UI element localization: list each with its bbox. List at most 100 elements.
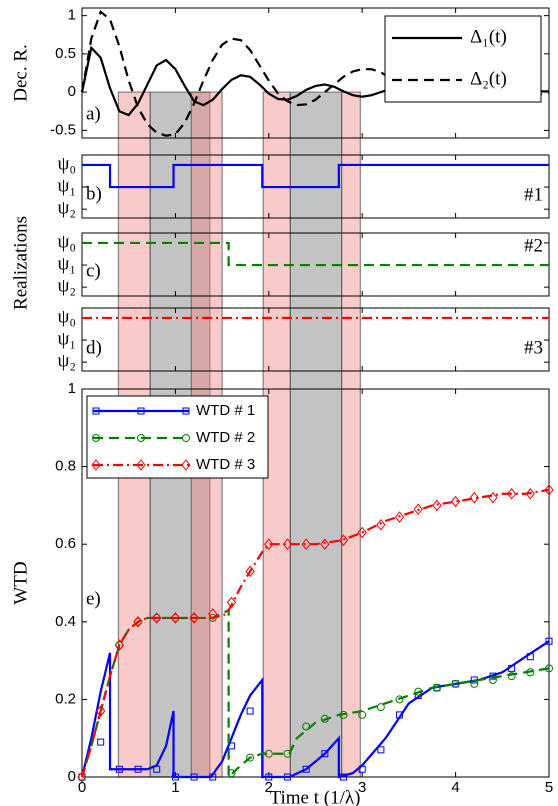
data-marker (227, 769, 236, 778)
y-tick-label: -0.5 (50, 121, 76, 138)
y-tick-label: 0.8 (55, 458, 76, 475)
data-marker (414, 687, 423, 696)
data-marker (525, 487, 535, 500)
y-tick-label: 0.4 (55, 613, 76, 630)
data-marker (488, 491, 498, 504)
data-marker (133, 615, 143, 628)
data-marker (394, 511, 405, 523)
data-marker (265, 773, 273, 781)
data-marker (413, 503, 423, 516)
data-marker (264, 749, 273, 758)
series-line (80, 608, 550, 780)
data-marker (432, 683, 441, 692)
y-tick-label: ψ₂ (57, 351, 76, 372)
panel-frame (81, 7, 550, 139)
y-tick-label: ψ₁ (57, 328, 76, 349)
x-tick-label: 1 (171, 779, 179, 796)
y-tick-label: 0 (68, 83, 76, 100)
x-tick-label: 5 (545, 779, 553, 796)
data-marker (450, 495, 461, 508)
x-tick-label: 3 (358, 779, 366, 796)
data-marker (376, 518, 386, 531)
legend-marker (137, 434, 145, 442)
data-marker (208, 608, 218, 620)
data-marker (338, 534, 349, 547)
data-marker (246, 753, 255, 762)
data-marker (96, 705, 106, 717)
legend-box (384, 15, 542, 103)
data-marker (320, 538, 330, 551)
data-marker (227, 742, 235, 750)
data-marker (451, 679, 460, 688)
y-tick-label: ψ₂ (57, 198, 76, 219)
panel-frame (81, 154, 550, 219)
data-marker (488, 676, 497, 684)
data-marker (302, 722, 311, 731)
legend-marker (91, 459, 101, 471)
data-marker (395, 695, 404, 704)
data-marker (115, 765, 123, 773)
realization-line (82, 241, 549, 267)
data-marker (246, 707, 254, 715)
panel-label: c) (86, 260, 101, 281)
panel-label: b) (86, 183, 102, 204)
y-tick-label: 0 (68, 768, 76, 785)
legend-marker (182, 434, 190, 442)
shaded-band (341, 91, 361, 778)
legend-label: WTD # 3 (196, 456, 255, 473)
data-marker (545, 637, 553, 645)
data-marker (506, 487, 517, 500)
legend-label: WTD # 1 (196, 402, 255, 419)
data-marker (283, 749, 292, 758)
legend-marker (137, 407, 145, 415)
data-marker (469, 491, 479, 504)
data-marker (321, 750, 329, 758)
data-marker (376, 703, 385, 712)
legend-marker (136, 459, 146, 471)
y-axis-label: WTD (10, 561, 31, 604)
x-tick-label: 4 (451, 779, 459, 796)
y-tick-label: ψ₀ (57, 153, 76, 174)
legend-label: Δ₂(t) (470, 68, 507, 89)
y-tick-label: ψ₀ (57, 231, 76, 252)
legend-label: WTD # 2 (196, 429, 255, 446)
data-marker (226, 596, 237, 609)
legend-label: Δ₁(t) (470, 26, 507, 47)
data-marker (134, 765, 142, 773)
panel-frame (81, 388, 550, 778)
legend-marker (181, 459, 191, 471)
y-tick-label: 1 (68, 7, 76, 24)
panel-label: d) (86, 337, 102, 358)
data-marker (526, 668, 535, 677)
panel-annotation: #2 (524, 235, 543, 256)
data-marker (190, 773, 198, 781)
data-marker (358, 710, 367, 719)
data-marker (432, 499, 442, 512)
panel-annotation: #3 (524, 337, 543, 358)
data-marker (320, 714, 329, 723)
y-tick-label: ψ₀ (57, 306, 76, 327)
panel-frame (81, 307, 550, 372)
data-marker (545, 664, 553, 673)
shaded-band (289, 91, 343, 778)
data-marker (507, 672, 516, 681)
data-marker (97, 738, 105, 746)
data-marker (396, 711, 404, 719)
x-axis-label: Time t (1/λ) (270, 787, 361, 806)
data-marker (526, 653, 534, 661)
data-marker (340, 773, 348, 781)
legend-marker (182, 407, 190, 415)
data-marker (152, 612, 162, 624)
data-marker (153, 765, 161, 773)
data-marker (170, 612, 181, 624)
data-marker (209, 773, 217, 781)
y-tick-label: 0.2 (55, 690, 76, 707)
panel-label: a) (86, 103, 101, 124)
y-tick-label: 0.5 (55, 45, 76, 62)
panel-annotation: #1 (524, 184, 543, 205)
data-marker (283, 773, 291, 781)
data-marker (470, 679, 479, 688)
realization-line (82, 163, 549, 189)
data-marker (508, 664, 516, 672)
